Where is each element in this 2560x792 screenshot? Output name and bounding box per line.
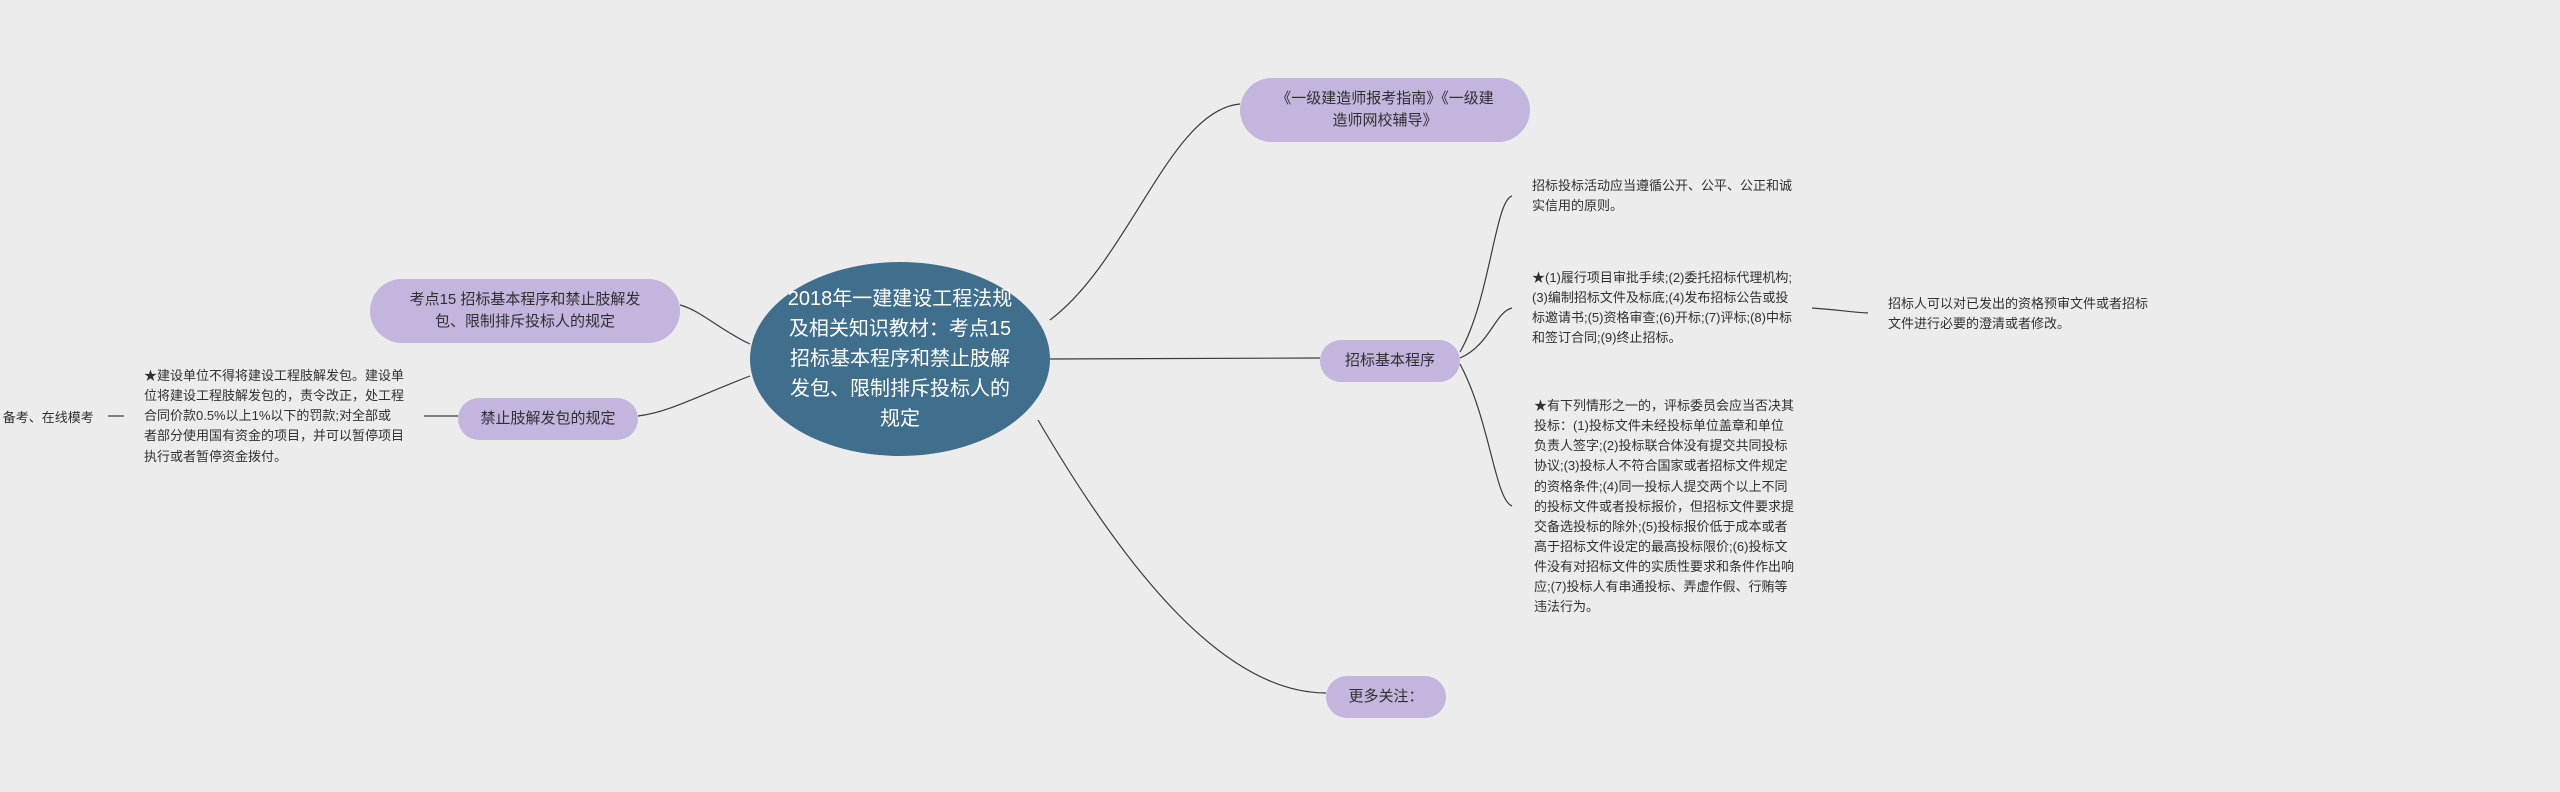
left-pill-2: 禁止肢解发包的规定 — [458, 398, 638, 440]
right-leaf-2-1-sub-0: 招标人可以对已发出的资格预审文件或者招标 文件进行必要的澄清或者修改。 — [1868, 294, 2168, 334]
left-leaf-2-0-sub-0: 获取一建资讯信息 刷题、备考、在线模考 — [0, 408, 110, 428]
right-leaf-2-1: ★(1)履行项目审批手续;(2)委托招标代理机构; (3)编制招标文件及标底;(… — [1512, 266, 1812, 350]
right-leaf-2-0: 招标投标活动应当遵循公开、公平、公正和诚 实信用的原则。 — [1512, 176, 1812, 216]
left-pill-1: 考点15 招标基本程序和禁止肢解发 包、限制排斥投标人的规定 — [370, 279, 680, 343]
center-topic: 2018年一建建设工程法规 及相关知识教材：考点15 招标基本程序和禁止肢解 发… — [750, 262, 1050, 456]
right-leaf-2-2: ★有下列情形之一的，评标委员会应当否决其 投标：(1)投标文件未经投标单位盖章和… — [1512, 396, 1816, 618]
right-pill-1: 《一级建造师报考指南》《一级建 造师网校辅导》 — [1240, 78, 1530, 142]
right-pill-2: 招标基本程序 — [1320, 340, 1460, 382]
right-pill-3: 更多关注： — [1326, 676, 1446, 718]
left-leaf-2-0: ★建设单位不得将建设工程肢解发包。建设单 位将建设工程肢解发包的，责令改正，处工… — [124, 366, 424, 467]
